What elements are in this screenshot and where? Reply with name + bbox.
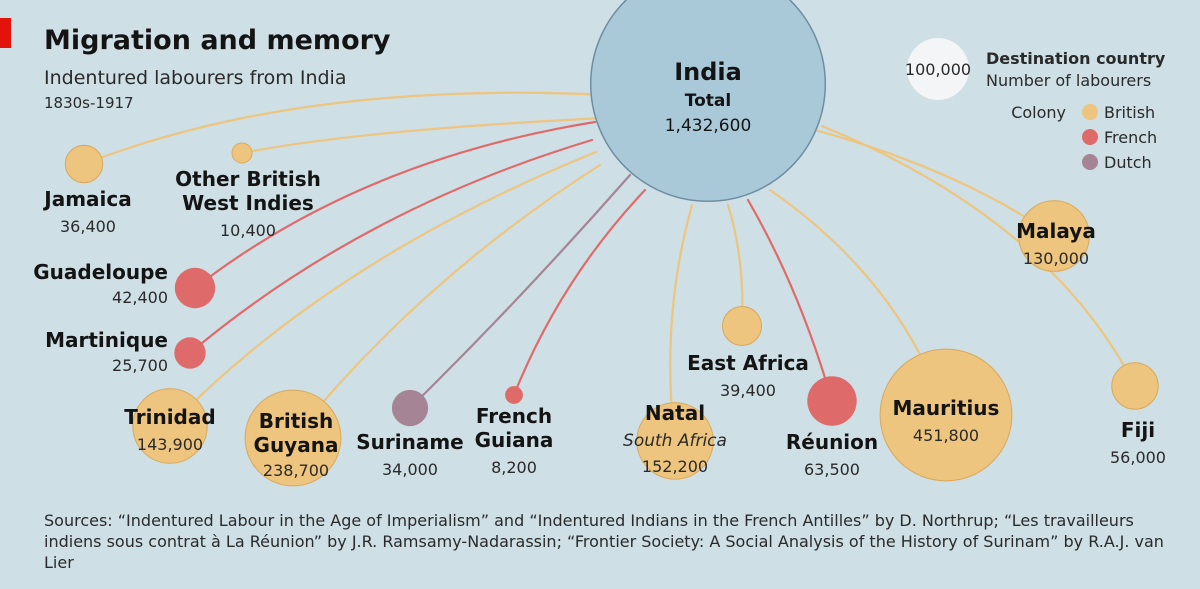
fiji-value: 56,000 [1110, 448, 1166, 467]
east-africa-bubble [722, 306, 762, 346]
fiji-name: Fiji [1121, 418, 1155, 442]
french-guiana-name: French [476, 404, 552, 428]
jamaica-value: 36,400 [60, 217, 116, 236]
trinidad-name: Trinidad [124, 405, 215, 429]
jamaica-name: Jamaica [42, 187, 131, 211]
india-label: India [674, 58, 742, 86]
reunion-bubble [807, 376, 857, 426]
guadeloupe-link [193, 120, 597, 290]
india-total-value: 1,432,600 [665, 116, 752, 136]
chart-period: 1830s-1917 [44, 94, 134, 112]
legend-colony-label: Colony [1011, 103, 1066, 122]
east-africa-value: 39,400 [720, 381, 776, 400]
fiji-bubble [1111, 362, 1159, 410]
other-british-west-indies-bubble [231, 142, 253, 164]
other-british-west-indies-name: Other British [175, 167, 321, 191]
india-total-label: Total [685, 91, 731, 111]
trinidad-link [168, 150, 598, 428]
martinique-value: 25,700 [112, 356, 168, 375]
reunion-value: 63,500 [804, 460, 860, 479]
legend-size-bubble [907, 38, 969, 100]
legend-french-label: French [1104, 128, 1157, 147]
east-africa-name: East Africa [687, 351, 809, 375]
malaya-bubble [1018, 200, 1090, 272]
mauritius-bubble [879, 348, 1013, 482]
mauritius-value: 451,800 [913, 426, 979, 445]
suriname-value: 34,000 [382, 460, 438, 479]
sources-note: Sources: “Indentured Labour in the Age o… [44, 511, 1164, 572]
other-british-west-indies-link [240, 116, 606, 155]
french-guiana-value: 8,200 [491, 458, 537, 477]
mauritius-name: Mauritius [893, 396, 1000, 420]
legend-size-subtitle: Number of labourers [986, 71, 1151, 90]
legend-british-swatch [1082, 104, 1098, 120]
other-british-west-indies-value: 10,400 [220, 221, 276, 240]
guadeloupe-name: Guadeloupe [33, 260, 168, 284]
suriname-link [408, 173, 632, 410]
british-guyana-link [291, 163, 602, 440]
french-guiana-bubble [505, 386, 523, 404]
reunion-name: Réunion [786, 430, 878, 454]
other-british-west-indies-name-line2: West Indies [182, 191, 314, 215]
french-guiana-link [512, 188, 647, 397]
suriname-bubble [391, 389, 429, 427]
natal-note: South Africa [623, 431, 727, 451]
french-guiana-name-line2: Guiana [475, 428, 554, 452]
jamaica-bubble [64, 144, 104, 184]
british-guyana-name: British [259, 409, 334, 433]
malaya-name: Malaya [1016, 219, 1096, 243]
india-bubble [589, 0, 827, 203]
legend-size-title: Destination country [986, 49, 1166, 68]
martinique-link [188, 138, 594, 355]
legend-dutch-label: Dutch [1104, 153, 1152, 172]
legend-dutch-swatch [1082, 154, 1098, 170]
martinique-name: Martinique [45, 328, 168, 352]
suriname-name: Suriname [356, 430, 464, 454]
jamaica-link [82, 91, 610, 166]
natal-value: 152,200 [642, 457, 708, 476]
malaya-value: 130,000 [1023, 249, 1089, 268]
martinique-bubble [174, 337, 206, 369]
british-guyana-bubble [244, 389, 342, 487]
fiji-link [820, 124, 1137, 388]
natal-bubble [636, 402, 714, 480]
chart-title: Migration and memory [44, 25, 391, 56]
legend: 100,000 Destination country Number of la… [905, 38, 1166, 172]
british-guyana-name-line2: Guyana [254, 433, 339, 457]
legend-british-label: British [1104, 103, 1155, 122]
british-guyana-value: 238,700 [263, 461, 329, 480]
guadeloupe-bubble [174, 267, 216, 309]
accent-bar [0, 18, 11, 48]
trinidad-value: 143,900 [137, 435, 203, 454]
chart-subtitle: Indentured labourers from India [44, 67, 346, 89]
legend-french-swatch [1082, 129, 1098, 145]
reunion-link [746, 198, 834, 403]
natal-name: Natal [645, 401, 705, 425]
destination-bubbles [64, 142, 1159, 487]
guadeloupe-value: 42,400 [112, 288, 168, 307]
trinidad-bubble [132, 388, 208, 464]
legend-size-value: 100,000 [905, 60, 971, 79]
